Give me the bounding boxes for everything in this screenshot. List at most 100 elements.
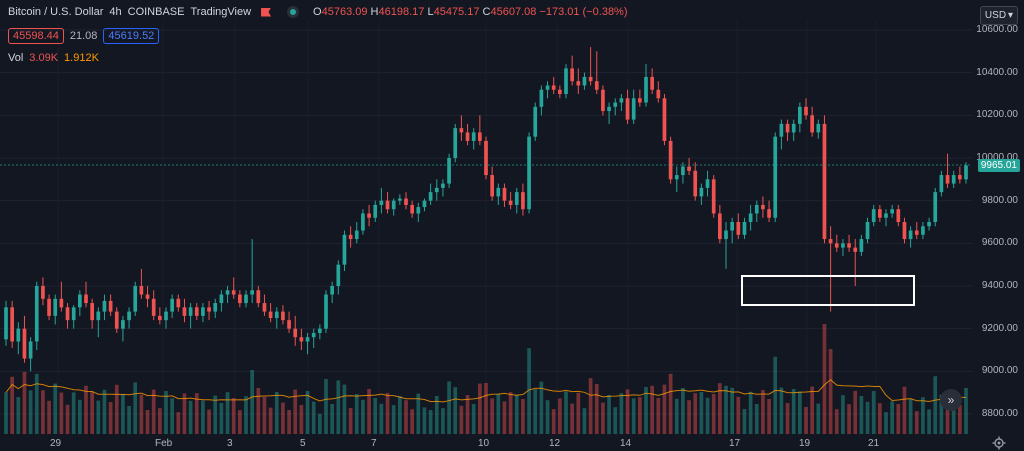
volume-bar [890,401,894,434]
volume-bar [139,394,144,434]
volume-bar [865,401,870,434]
candle-body [102,300,107,312]
candle-body [705,179,710,188]
volume-bar [601,402,605,434]
volume-legend[interactable]: Vol 3.09K 1.912K [8,52,99,64]
candle-body [687,166,691,171]
candle-body [570,68,574,82]
candle-body [133,286,138,312]
candle-body [816,123,821,133]
candle-body [176,298,181,308]
candle-body [108,300,113,312]
candle-body [798,106,802,124]
volume-bar [385,393,390,434]
candle-body [496,187,501,197]
volume-bar [705,397,710,434]
volume-bar [90,391,94,434]
candle-body [779,123,784,137]
volume-bar [693,393,698,434]
candle-body [859,239,864,252]
volume-bar [410,409,414,434]
symbol-legend[interactable]: Bitcoin / U.S. Dollar 4h COINBASE Tradin… [8,6,628,18]
volume-bar [361,399,365,434]
candle-body [139,286,144,295]
candle-body [201,307,205,316]
candle-body [4,307,8,340]
candle-body [490,175,494,197]
candle-body [170,298,174,312]
candle-body [804,106,808,116]
volume-bar [324,379,328,434]
candle-body [336,264,341,286]
date-tick-label: 29 [50,438,62,449]
volume-bar [182,393,187,434]
volume-bar [674,398,679,434]
candle-body [884,213,888,218]
exchange-label: COINBASE [127,6,185,18]
candle-body [256,290,261,304]
candle-body [238,294,242,304]
gear-icon[interactable] [992,436,1006,450]
volume-bar [244,396,248,434]
volume-bar [791,389,796,434]
volume-bar [779,387,784,434]
candle-body [736,222,741,235]
volume-bar [638,397,642,434]
interval-label: 4h [109,6,122,18]
candle-body [594,81,599,90]
candle-body [478,132,482,141]
volume-bar [730,387,734,434]
volume-bar [490,398,494,434]
candle-body [373,204,378,218]
candle-body [693,170,698,197]
chevron-down-icon: ▾ [1008,10,1014,21]
volume-bar [404,400,408,434]
volume-bars [4,324,968,434]
candle-body [225,290,230,295]
sell-button[interactable]: 45598.44 [8,28,64,44]
candle-body [219,294,224,304]
volume-bar [521,399,525,434]
candle-body [434,187,439,193]
volume-bar [379,403,384,434]
date-tick-label: 3 [227,438,233,449]
candle-body [896,209,901,222]
volume-bar [84,385,88,434]
price-tick-label: 9400.00 [981,280,1018,291]
volume-bar [718,383,722,434]
candles [4,47,968,372]
flag-icon[interactable] [261,7,272,17]
candle-body [724,230,728,240]
volume-bar [262,397,267,434]
volume-bar [558,398,562,434]
candle-body [964,165,968,180]
currency-selector[interactable]: USD ▾ [980,6,1018,25]
candle-body [576,81,581,86]
volume-bar [268,407,273,434]
source-label: TradingView [190,6,252,18]
volume-bar [828,349,833,434]
price-tick-label: 9600.00 [981,237,1018,249]
candle-body [250,290,254,295]
volume-bar [219,403,224,434]
volume-bar [958,405,962,434]
volume-bar [478,383,482,434]
candle-body [914,230,919,235]
volume-bar [256,388,261,434]
volume-bar [724,385,728,434]
volume-bar [102,389,107,434]
candle-body [78,294,82,308]
double-chevron-right-icon[interactable]: » [940,389,962,411]
ohlc-values: O45763.09 H46198.17 L45475.17 C45607.08 … [313,6,628,18]
candle-body [514,192,519,205]
volume-bar [933,376,938,434]
change-value: −173.01 (−0.38%) [539,6,628,18]
volume-bar [742,409,747,434]
date-tick-label: 7 [371,438,377,449]
volume-bar [853,390,858,434]
candle-body [484,140,488,176]
buy-button[interactable]: 45619.52 [103,28,160,44]
volume-bar [398,396,402,434]
candle-body [416,207,421,214]
